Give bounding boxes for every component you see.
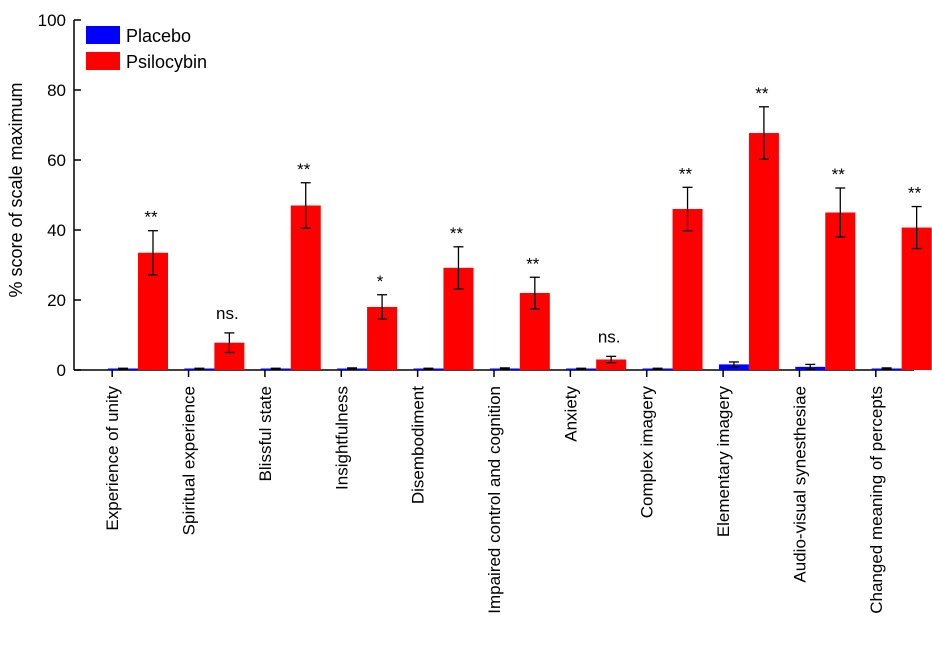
category-label: Impaired control and cognition [485, 386, 504, 614]
bar-psilocybin [748, 133, 779, 370]
category-label: Audio-visual synesthesiae [790, 386, 809, 583]
significance-label: ** [755, 84, 769, 103]
category-label: Experience of unity [103, 386, 122, 531]
significance-label: ** [526, 254, 540, 273]
category-label: Insightfulness [332, 386, 351, 490]
y-tick-label: 100 [38, 11, 66, 30]
legend: Placebo Psilocybin [86, 26, 207, 72]
y-tick-label: 20 [47, 291, 66, 310]
y-axis-label: % score of scale maximum [6, 82, 26, 297]
y-tick-label: 60 [47, 151, 66, 170]
significance-label: ** [679, 164, 693, 183]
y-tick-label: 0 [57, 361, 66, 380]
category-label: Elementary imagery [714, 386, 733, 538]
legend-label-psilocybin: Psilocybin [126, 52, 207, 72]
legend-swatch-psilocybin [86, 52, 120, 70]
category-label: Disembodiment [409, 386, 428, 504]
significance-label: ** [908, 184, 922, 203]
bars: **ns.*******ns.******** [108, 84, 932, 371]
category-label: Anxiety [561, 386, 580, 442]
bar-psilocybin [596, 359, 627, 370]
significance-label: ** [144, 208, 158, 227]
significance-label: * [377, 272, 384, 291]
category-label: Blissful state [256, 386, 275, 481]
significance-label: ** [832, 165, 846, 184]
category-label: Changed meaning of percepts [867, 386, 886, 614]
significance-label: ns. [598, 327, 621, 346]
y-tick-label: 80 [47, 81, 66, 100]
bar-psilocybin [290, 205, 321, 370]
significance-label: ns. [216, 304, 239, 323]
y-tick-label: 40 [47, 221, 66, 240]
significance-label: ** [297, 160, 311, 179]
bar-psilocybin [672, 209, 703, 370]
category-label: Complex imagery [638, 386, 657, 519]
category-label: Spiritual experience [180, 386, 199, 535]
significance-label: ** [450, 224, 464, 243]
category-labels: Experience of unity Spiritual experience B… [103, 386, 886, 614]
bar-psilocybin [825, 212, 856, 370]
bar-psilocybin [901, 227, 932, 370]
legend-label-placebo: Placebo [126, 26, 191, 46]
legend-swatch-placebo [86, 26, 120, 44]
